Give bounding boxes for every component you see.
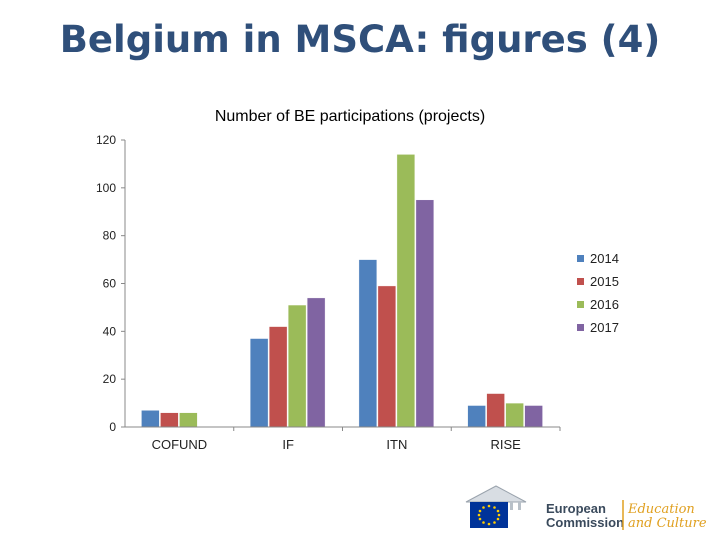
bar-rise-2017 bbox=[524, 405, 543, 428]
legend-swatch-2014 bbox=[577, 255, 584, 262]
bar-rise-2015 bbox=[486, 393, 505, 428]
legend-label-2014: 2014 bbox=[590, 251, 619, 266]
bar-if-2015 bbox=[268, 326, 288, 428]
slide-title: Belgium in MSCA: figures (4) bbox=[59, 18, 661, 61]
footer-logo: European Commission Education and Cultur… bbox=[465, 485, 706, 531]
legend-label-2016: 2016 bbox=[590, 297, 619, 312]
eu-flag-icon bbox=[470, 502, 508, 528]
bar-rise-2014 bbox=[467, 405, 486, 428]
y-tick-label: 0 bbox=[109, 420, 116, 434]
legend-label-2017: 2017 bbox=[590, 320, 619, 335]
y-tick-label: 20 bbox=[103, 372, 117, 386]
bar-itn-2015 bbox=[377, 285, 397, 428]
org-name-line-2: Commission bbox=[546, 515, 624, 530]
chart-title: Number of BE participations (projects) bbox=[214, 108, 486, 125]
x-category-label: IF bbox=[282, 437, 294, 452]
x-category-label: COFUND bbox=[152, 437, 208, 452]
bar-cofund-2014 bbox=[141, 410, 160, 428]
legend-swatch-2016 bbox=[577, 301, 584, 308]
y-tick-label: 80 bbox=[103, 229, 117, 243]
x-category-label: RISE bbox=[490, 437, 521, 452]
y-tick-label: 60 bbox=[103, 277, 117, 291]
bar-if-2017 bbox=[306, 297, 326, 428]
y-tick-label: 120 bbox=[96, 133, 116, 147]
legend-swatch-2017 bbox=[577, 324, 584, 331]
dept-name-line-2: and Culture bbox=[628, 516, 706, 531]
bar-chart: 0 20 40 60 80 100 120 COFUND IF ITN RISE 2014 2015 2… bbox=[96, 133, 619, 452]
y-tick-label: 100 bbox=[96, 181, 116, 195]
bar-itn-2016 bbox=[396, 154, 416, 428]
bar-if-2016 bbox=[287, 304, 307, 428]
bar-if-2014 bbox=[249, 338, 269, 428]
bar-cofund-2016 bbox=[179, 412, 198, 428]
bar-itn-2014 bbox=[358, 259, 378, 428]
bar-itn-2017 bbox=[415, 199, 435, 428]
legend-swatch-2015 bbox=[577, 278, 584, 285]
x-category-label: ITN bbox=[386, 437, 407, 452]
bar-rise-2016 bbox=[505, 402, 524, 428]
y-tick-label: 40 bbox=[103, 324, 117, 338]
bar-cofund-2015 bbox=[160, 412, 179, 428]
dept-name-line-1: Education bbox=[627, 502, 695, 517]
legend-label-2015: 2015 bbox=[590, 274, 619, 289]
org-name-line-1: European bbox=[546, 501, 606, 516]
